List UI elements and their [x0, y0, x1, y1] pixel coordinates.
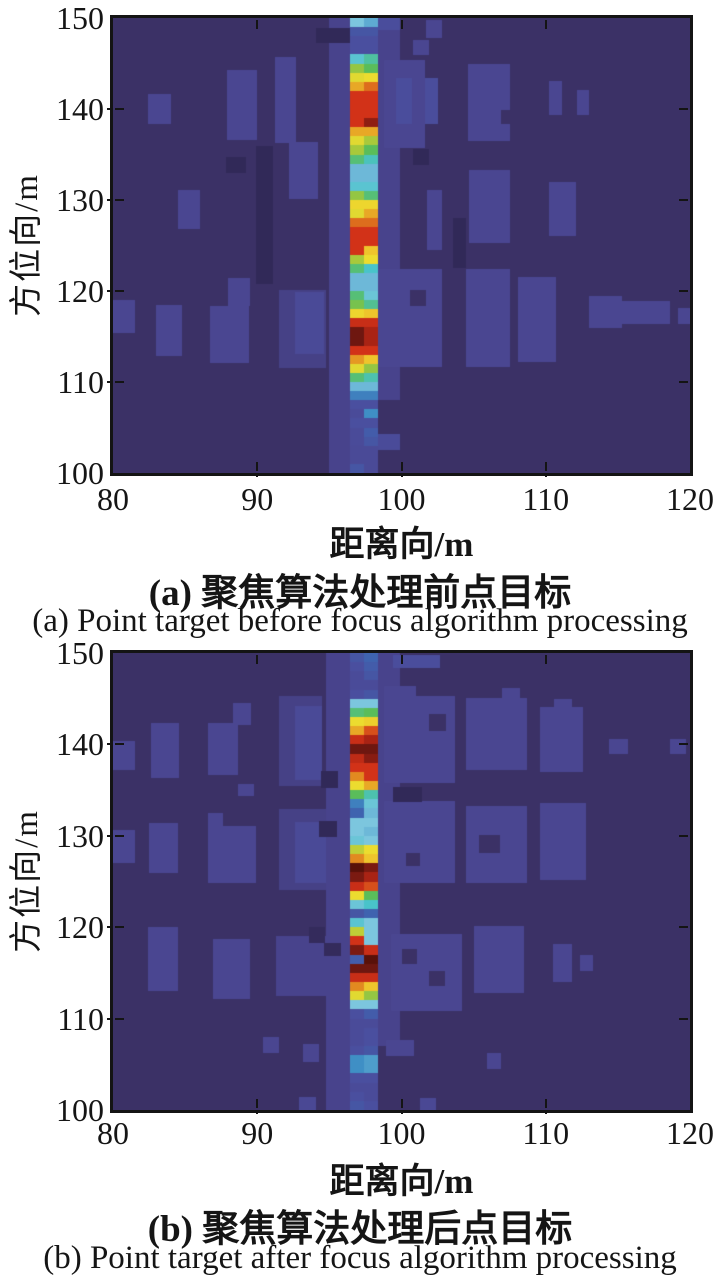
- caption-b-zh: (b) 聚焦算法处理后点目标: [147, 1209, 573, 1250]
- y-tick-label: 120: [56, 909, 104, 946]
- y-tick-mark: [107, 290, 111, 292]
- y-tick-mark: [679, 926, 688, 929]
- x-tick-mark: [544, 1110, 547, 1114]
- x-tick-label: 90: [241, 481, 274, 517]
- y-tick-mark: [679, 834, 688, 837]
- x-tick-label: 80: [97, 481, 129, 517]
- x-tick-mark: [544, 462, 547, 471]
- x-tick-mark: [256, 1099, 259, 1108]
- x-tick-mark: [256, 20, 259, 29]
- x-tick-label: 120: [666, 481, 714, 517]
- y-tick-mark: [107, 926, 111, 929]
- y-tick-mark: [107, 108, 111, 110]
- x-tick-label: 100: [377, 1115, 426, 1151]
- y-tick-label: 100: [56, 455, 104, 491]
- x-axis-label-b: 距离向/m: [329, 1162, 474, 1201]
- x-axis-label-a: 距离向/m: [329, 525, 474, 564]
- y-axis-label-b: 方位向/m: [9, 809, 45, 953]
- x-tick-mark: [256, 1110, 259, 1114]
- x-tick-label: 100: [377, 481, 426, 517]
- y-axis-label-a: 方位向/m: [9, 173, 45, 317]
- x-tick-mark: [400, 655, 403, 664]
- y-tick-label: 140: [56, 91, 104, 127]
- y-tick-mark: [107, 199, 111, 201]
- y-tick-mark: [679, 1017, 688, 1020]
- x-tick-mark: [544, 655, 547, 664]
- y-tick-label: 150: [56, 0, 104, 36]
- y-tick-mark: [115, 199, 124, 201]
- x-tick-mark: [256, 473, 259, 477]
- x-tick-label: 80: [97, 1115, 129, 1151]
- y-tick-label: 130: [56, 182, 104, 218]
- y-tick-label: 110: [57, 1000, 104, 1037]
- x-tick-label: 110: [522, 481, 570, 517]
- y-tick-mark: [679, 199, 688, 201]
- y-tick-label: 150: [56, 635, 104, 671]
- heatmap-frame-b: [110, 650, 693, 1113]
- y-tick-label: 100: [56, 1092, 104, 1128]
- y-tick-mark: [115, 108, 124, 110]
- x-tick-mark: [400, 20, 403, 29]
- x-tick-mark: [544, 20, 547, 29]
- caption-b-en: (b) Point target after focus algorithm p…: [43, 1240, 677, 1276]
- y-tick-mark: [107, 834, 111, 837]
- y-tick-mark: [107, 743, 111, 746]
- y-tick-label: 130: [56, 817, 104, 854]
- x-tick-label: 90: [241, 1115, 274, 1151]
- y-tick-mark: [115, 381, 124, 383]
- y-tick-mark: [679, 108, 688, 110]
- x-tick-mark: [400, 1110, 403, 1114]
- heatmap-canvas-b: [113, 653, 690, 1110]
- y-tick-mark: [679, 381, 688, 383]
- heatmap-canvas-a: [113, 18, 690, 473]
- caption-a-en: (a) Point target before focus algorithm …: [32, 603, 688, 639]
- y-tick-mark: [115, 834, 124, 837]
- heatmap-frame-a: [110, 15, 693, 476]
- y-tick-mark: [115, 926, 124, 929]
- y-tick-mark: [679, 743, 688, 746]
- y-tick-label: 140: [56, 726, 104, 763]
- x-tick-mark: [400, 1099, 403, 1108]
- y-tick-mark: [107, 381, 111, 383]
- y-tick-label: 120: [56, 273, 104, 309]
- x-tick-mark: [400, 473, 403, 477]
- x-tick-mark: [544, 1099, 547, 1108]
- x-tick-mark: [544, 473, 547, 477]
- caption-a-zh: (a) 聚焦算法处理前点目标: [148, 573, 572, 614]
- x-tick-label: 120: [666, 1115, 714, 1151]
- x-tick-mark: [400, 462, 403, 471]
- y-tick-mark: [115, 743, 124, 746]
- y-tick-mark: [679, 290, 688, 292]
- x-tick-label: 110: [522, 1115, 570, 1151]
- y-tick-mark: [115, 1017, 124, 1020]
- x-tick-mark: [256, 462, 259, 471]
- x-tick-mark: [256, 655, 259, 664]
- y-tick-label: 110: [57, 364, 104, 400]
- y-tick-mark: [107, 1017, 111, 1020]
- y-tick-mark: [115, 290, 124, 292]
